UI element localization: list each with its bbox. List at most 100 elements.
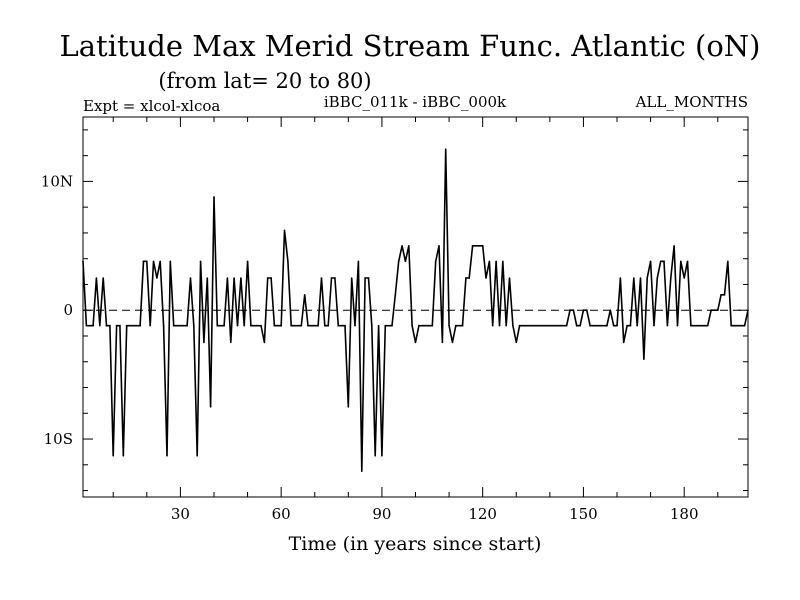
data-point bbox=[142, 260, 145, 263]
data-point bbox=[575, 324, 578, 327]
data-point bbox=[125, 324, 128, 327]
data-point bbox=[156, 277, 158, 279]
data-point bbox=[713, 309, 716, 312]
data-point bbox=[287, 260, 289, 263]
data-point bbox=[330, 277, 333, 279]
data-point bbox=[169, 260, 172, 263]
data-point bbox=[693, 324, 696, 327]
data-point bbox=[458, 324, 460, 327]
data-point bbox=[737, 324, 739, 327]
data-point bbox=[727, 260, 729, 263]
data-point bbox=[233, 277, 235, 279]
data-point bbox=[246, 260, 249, 263]
data-point bbox=[498, 324, 501, 327]
data-point bbox=[324, 324, 326, 327]
data-point bbox=[455, 324, 457, 327]
data-point bbox=[135, 324, 138, 327]
data-point bbox=[327, 324, 329, 327]
data-point bbox=[226, 277, 229, 279]
data-point bbox=[320, 277, 323, 279]
data-point bbox=[119, 324, 121, 327]
data-point bbox=[276, 324, 279, 327]
data-point bbox=[434, 260, 437, 263]
data-point bbox=[364, 277, 366, 279]
data-point bbox=[465, 277, 467, 279]
data-point bbox=[585, 309, 588, 312]
data-point bbox=[471, 245, 474, 247]
data-point bbox=[733, 324, 736, 327]
data-point bbox=[565, 324, 568, 327]
data-point bbox=[706, 324, 709, 327]
chart-title: Latitude Max Merid Stream Func. Atlantic… bbox=[60, 29, 761, 63]
data-point bbox=[636, 324, 638, 327]
data-point bbox=[122, 454, 125, 457]
data-point bbox=[478, 245, 481, 247]
x-tick-label: 150 bbox=[569, 505, 598, 523]
data-point bbox=[666, 324, 669, 327]
data-point bbox=[273, 324, 276, 327]
data-point bbox=[109, 324, 111, 327]
data-point bbox=[686, 260, 689, 263]
chart-subtitle: (from lat= 20 to 80) bbox=[158, 69, 371, 93]
data-point bbox=[428, 324, 430, 327]
data-point bbox=[676, 324, 679, 327]
y-tick-label: 0 bbox=[63, 301, 73, 319]
data-point bbox=[592, 324, 595, 327]
data-point bbox=[528, 324, 531, 327]
data-point bbox=[663, 260, 665, 263]
data-point bbox=[290, 324, 293, 327]
data-point bbox=[609, 309, 612, 312]
data-point bbox=[283, 229, 286, 232]
data-point bbox=[236, 324, 239, 327]
data-point bbox=[350, 277, 353, 279]
data-point bbox=[229, 341, 232, 344]
data-point bbox=[572, 309, 575, 312]
data-point bbox=[441, 341, 444, 344]
data-point bbox=[209, 406, 212, 408]
data-point bbox=[518, 324, 521, 327]
data-point bbox=[589, 324, 591, 327]
data-point bbox=[92, 324, 94, 327]
data-point bbox=[146, 260, 148, 263]
data-point bbox=[411, 324, 413, 327]
data-point bbox=[683, 277, 685, 279]
data-point bbox=[720, 293, 722, 296]
data-point bbox=[602, 324, 605, 327]
data-point bbox=[98, 324, 101, 327]
data-point bbox=[256, 324, 259, 327]
data-point bbox=[532, 324, 534, 327]
data-point bbox=[317, 324, 319, 327]
data-point bbox=[414, 341, 417, 344]
data-point bbox=[525, 324, 528, 327]
y-tick-label: 10S bbox=[44, 430, 73, 448]
data-point bbox=[743, 324, 746, 327]
data-point bbox=[475, 245, 477, 247]
data-point bbox=[129, 324, 131, 327]
data-point bbox=[189, 277, 192, 279]
data-point bbox=[747, 309, 749, 312]
y-axis: 10N 0 10S bbox=[41, 172, 748, 448]
data-point bbox=[596, 324, 598, 327]
data-point bbox=[115, 324, 118, 327]
data-point bbox=[139, 324, 141, 327]
data-point bbox=[549, 324, 551, 327]
data-point bbox=[347, 406, 350, 408]
data-point bbox=[179, 324, 182, 327]
data-point bbox=[448, 324, 450, 327]
data-point bbox=[431, 324, 434, 327]
data-point bbox=[643, 358, 645, 360]
data-point bbox=[582, 309, 585, 312]
data-point bbox=[152, 260, 155, 263]
data-point bbox=[535, 324, 538, 327]
data-point bbox=[559, 324, 561, 327]
data-point bbox=[700, 324, 702, 327]
data-point bbox=[669, 277, 672, 279]
data-point bbox=[404, 260, 407, 263]
data-point bbox=[243, 324, 246, 327]
x-tick-label: 90 bbox=[372, 505, 391, 523]
data-point bbox=[337, 324, 340, 327]
data-point bbox=[599, 324, 602, 327]
data-point bbox=[394, 293, 397, 296]
data-point bbox=[606, 324, 608, 327]
data-point bbox=[367, 277, 370, 279]
